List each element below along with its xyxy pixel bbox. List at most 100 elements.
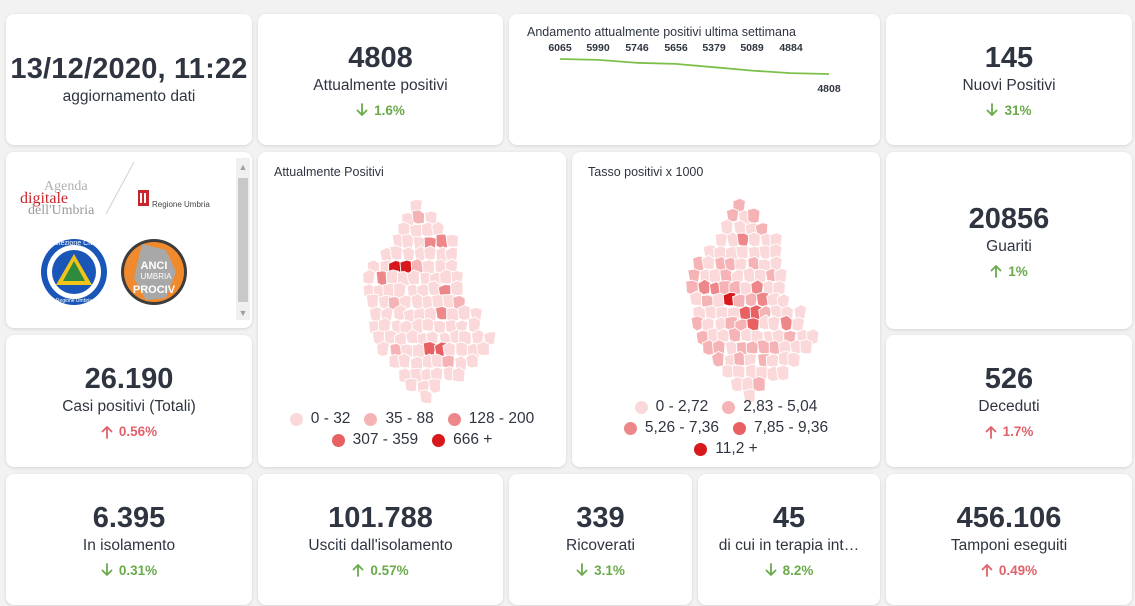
municipality-area[interactable]	[401, 246, 416, 262]
legend-label: 307 - 359	[352, 431, 419, 448]
municipality-area[interactable]	[720, 218, 734, 236]
kpi-change-value: 3.1%	[594, 562, 625, 578]
choropleth-map-attualmente-positivi[interactable]	[258, 182, 566, 432]
legend-dot-icon	[634, 400, 648, 414]
municipality-area[interactable]	[727, 327, 742, 343]
data-label: 4808	[817, 83, 841, 95]
kpi-attualmente-positivi: 4808 Attualmente positivi 1.6%	[258, 14, 503, 145]
municipality-area[interactable]	[442, 341, 456, 358]
municipality-area[interactable]	[434, 305, 449, 321]
municipality-area[interactable]	[444, 246, 459, 262]
municipality-area[interactable]	[752, 376, 766, 392]
protezione-civile-logo: Protezione Civile Regione Umbria	[41, 239, 107, 305]
svg-text:Regione Umbria: Regione Umbria	[152, 200, 210, 209]
municipality-area[interactable]	[729, 376, 744, 392]
municipality-area[interactable]	[427, 378, 442, 394]
municipality-area[interactable]	[747, 207, 761, 225]
legend-dot-icon	[447, 412, 461, 426]
anci-umbria-prociv-logo: ANCI UMBRIA PROCIV	[121, 239, 187, 305]
kpi-tamponi: 456.106 Tamponi eseguiti 0.49%	[886, 474, 1132, 605]
municipality-area[interactable]	[690, 315, 705, 332]
svg-text:UMBRIA: UMBRIA	[140, 272, 172, 281]
municipality-area[interactable]	[445, 233, 459, 248]
municipality-area[interactable]	[441, 354, 455, 370]
municipality-area[interactable]	[735, 245, 749, 259]
kpi-label: Deceduti	[978, 398, 1040, 415]
municipality-area[interactable]	[410, 292, 424, 310]
municipality-area[interactable]	[744, 292, 759, 308]
municipality-area[interactable]	[766, 365, 780, 383]
arrow-icon	[356, 103, 368, 117]
update-card: 13/12/2020, 11:22 aggiornamento dati	[6, 14, 252, 145]
municipality-area[interactable]	[775, 364, 790, 382]
kpi-label: Ricoverati	[566, 536, 635, 554]
municipality-area[interactable]	[772, 280, 786, 296]
municipality-area[interactable]	[747, 231, 761, 248]
municipality-area[interactable]	[736, 232, 750, 247]
municipality-area[interactable]	[401, 233, 415, 250]
municipality-area[interactable]	[430, 353, 444, 369]
municipality-area[interactable]	[455, 341, 469, 358]
svg-text:PROCIV: PROCIV	[133, 284, 176, 296]
logos-scrollbar[interactable]: ▲ ▼	[236, 158, 250, 320]
municipality-area[interactable]	[418, 389, 433, 404]
scroll-down-icon[interactable]: ▼	[238, 308, 248, 318]
svg-text:dell'Umbria: dell'Umbria	[28, 203, 95, 218]
municipality-area[interactable]	[406, 269, 420, 287]
municipality-area[interactable]	[411, 209, 425, 225]
municipality-area[interactable]	[733, 220, 747, 236]
municipality-area[interactable]	[755, 291, 770, 308]
data-label: 5089	[740, 42, 764, 54]
municipality-area[interactable]	[765, 353, 780, 368]
municipality-area[interactable]	[799, 338, 813, 355]
data-label: 5379	[702, 42, 726, 54]
municipality-area[interactable]	[465, 352, 479, 369]
scroll-thumb[interactable]	[238, 178, 248, 302]
municipality-area[interactable]	[732, 293, 746, 308]
municipality-area[interactable]	[435, 233, 449, 250]
municipality-area[interactable]	[742, 266, 757, 283]
choropleth-map-tasso-positivi[interactable]	[572, 182, 880, 412]
municipality-area[interactable]	[714, 232, 729, 248]
legend-item: 0 - 32	[289, 410, 350, 428]
legend-dot-icon	[331, 433, 345, 447]
municipality-area[interactable]	[362, 268, 376, 285]
municipality-area[interactable]	[774, 267, 788, 283]
scroll-up-icon[interactable]: ▲	[238, 162, 248, 172]
kpi-change: 0.31%	[101, 563, 157, 578]
arrow-icon	[352, 563, 364, 577]
municipality-area[interactable]	[476, 340, 490, 357]
municipality-area[interactable]	[439, 268, 453, 285]
municipality-area[interactable]	[446, 306, 460, 323]
municipality-area[interactable]	[450, 280, 464, 296]
kpi-isolamento: 6.395 In isolamento 0.31%	[6, 474, 252, 605]
municipality-area[interactable]	[787, 351, 801, 368]
municipality-area[interactable]	[385, 269, 400, 285]
municipality-area[interactable]	[745, 340, 760, 355]
legend-dot-icon	[733, 421, 746, 435]
municipality-area[interactable]	[376, 340, 390, 357]
kpi-change-value: 1%	[1008, 263, 1028, 279]
update-label: aggiornamento dati	[62, 87, 196, 105]
municipality-area[interactable]	[368, 306, 383, 323]
municipality-area[interactable]	[404, 377, 418, 393]
municipality-area[interactable]	[791, 316, 806, 332]
municipality-area[interactable]	[389, 245, 403, 261]
municipality-area[interactable]	[432, 319, 447, 334]
municipality-area[interactable]	[779, 314, 794, 332]
municipality-area[interactable]	[457, 304, 471, 321]
municipality-area[interactable]	[423, 245, 437, 261]
municipality-area[interactable]	[397, 352, 411, 369]
municipality-area[interactable]	[793, 303, 808, 320]
kpi-change-value: 0.57%	[370, 562, 409, 578]
municipality-area[interactable]	[756, 339, 771, 355]
municipality-area[interactable]	[758, 245, 772, 261]
municipality-area[interactable]	[452, 367, 466, 383]
municipality-area[interactable]	[704, 304, 718, 321]
data-label: 5746	[625, 42, 649, 54]
municipality-area[interactable]	[421, 317, 435, 332]
municipality-area[interactable]	[420, 221, 435, 237]
municipality-area[interactable]	[742, 388, 756, 404]
municipality-area[interactable]	[721, 364, 736, 379]
kpi-change: 0.56%	[101, 424, 157, 439]
